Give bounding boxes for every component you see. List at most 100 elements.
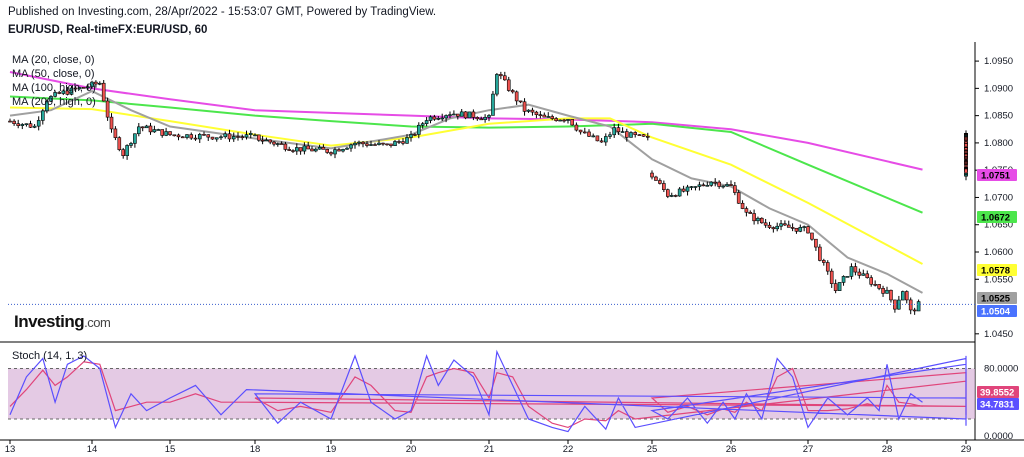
candle-body	[420, 123, 425, 126]
stoch-legend: Stoch (14, 1, 3)	[12, 350, 88, 362]
candle-body	[853, 266, 858, 273]
candle-body	[673, 195, 678, 197]
candle-body	[522, 101, 527, 112]
candle-body	[294, 147, 299, 152]
price-tick-label: 1.0650	[984, 220, 1013, 231]
candle-body	[231, 136, 236, 140]
candle-body	[279, 143, 284, 145]
time-tick-label: 28	[882, 444, 893, 455]
candle-body	[912, 309, 917, 312]
candle-body	[325, 149, 330, 153]
legend-ma100: MA (100, high, 0)	[12, 82, 96, 94]
candle-body	[506, 79, 511, 91]
candle-body	[790, 227, 795, 229]
candle-body	[677, 188, 682, 197]
candle-body	[341, 149, 345, 152]
candle-body	[554, 118, 558, 121]
candle-body	[900, 291, 905, 301]
time-tick-label: 25	[647, 444, 658, 455]
candle-body	[333, 149, 337, 155]
candle-body	[210, 136, 215, 140]
candle-body	[574, 124, 579, 131]
time-tick-label: 19	[326, 444, 337, 455]
candle-body	[53, 92, 57, 97]
candle-body	[381, 142, 385, 145]
candle-body	[495, 74, 499, 95]
candle-body	[582, 131, 587, 134]
series-line-ma50	[9, 106, 923, 265]
candle-body	[802, 226, 806, 228]
price-tag-bg	[977, 264, 1017, 276]
candle-body	[786, 224, 791, 228]
time-tick-label: 26	[726, 444, 737, 455]
stoch-tag-label: 39.8552	[980, 388, 1014, 399]
candle-body	[587, 131, 591, 137]
candle-body	[821, 260, 826, 263]
candle-body	[697, 184, 702, 187]
time-tick-label: 15	[165, 444, 176, 455]
candle-body	[733, 185, 737, 193]
candle-body	[729, 184, 733, 186]
candle-body	[459, 111, 464, 117]
candle-body	[658, 180, 662, 184]
candle-body	[608, 134, 612, 137]
candle-body	[164, 131, 168, 136]
candle-body	[436, 118, 441, 120]
candle-body	[916, 301, 921, 312]
candle-body	[662, 183, 666, 190]
candle-body	[240, 136, 245, 139]
candle-body	[510, 90, 515, 93]
candle-body	[264, 139, 269, 142]
candle-body	[869, 277, 874, 285]
time-tick-label: 14	[87, 444, 98, 455]
candle-body	[645, 136, 650, 138]
candle-body	[101, 82, 106, 102]
candle-body	[759, 217, 764, 224]
candle-body	[633, 132, 638, 135]
candle-body	[744, 208, 749, 213]
candle-body	[268, 139, 273, 143]
candle-body	[526, 109, 531, 112]
candle-body	[8, 120, 12, 123]
candle-body	[881, 288, 885, 294]
candle-body	[317, 147, 322, 150]
candle-body	[40, 110, 45, 121]
candle-body	[172, 134, 177, 137]
candle-body	[650, 172, 654, 178]
candle-body	[193, 137, 198, 140]
candle-body	[306, 145, 311, 150]
candle-body	[125, 145, 129, 156]
candle-body	[964, 172, 968, 175]
price-tag-label: 1.0504	[981, 307, 1011, 318]
candle-body	[98, 82, 102, 85]
legend-ma20: MA (20, close, 0)	[12, 54, 95, 66]
candle-body	[82, 87, 86, 89]
candle-body	[140, 126, 145, 129]
candle-body	[77, 87, 82, 90]
stoch-tick-label: 0.0000	[984, 431, 1013, 442]
candle-body	[558, 119, 562, 122]
stoch-tag-bg	[977, 386, 1019, 398]
candle-body	[514, 91, 519, 102]
candle-body	[612, 127, 617, 136]
time-tick-label: 13	[5, 444, 16, 455]
candle-body	[219, 136, 223, 139]
time-tick-label: 29	[961, 444, 972, 455]
candle-body	[771, 227, 776, 230]
candle-body	[121, 149, 125, 156]
candle-body	[717, 181, 721, 187]
candle-body	[109, 116, 114, 130]
candle-body	[214, 137, 219, 140]
candle-body	[16, 123, 21, 126]
series-line-stoch-d	[9, 361, 967, 429]
candle-body	[256, 134, 261, 141]
candle-body	[432, 116, 437, 120]
candle-body	[248, 133, 253, 135]
candle-body	[775, 225, 780, 230]
candle-body	[298, 147, 303, 152]
candle-body	[385, 143, 389, 146]
candle-body	[176, 134, 181, 138]
candle-body	[73, 87, 78, 90]
published-header: Published on Investing.com, 28/Apr/2022 …	[8, 6, 437, 18]
candle-body	[185, 134, 189, 138]
